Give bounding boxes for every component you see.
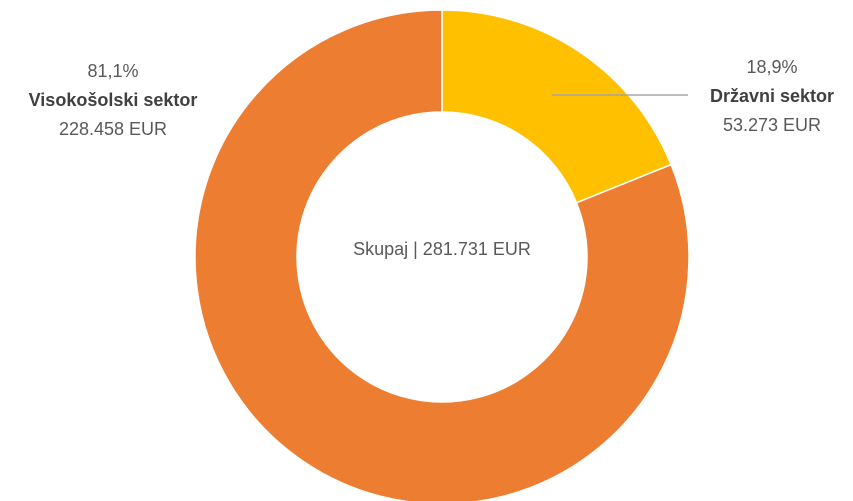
slice — [194, 9, 690, 501]
percent-label: 81,1% — [87, 61, 138, 81]
amount-label: 53.273 EUR — [723, 115, 821, 135]
center-label: Skupaj | 281.731 EUR — [353, 239, 531, 259]
category-label: Visokošolski sektor — [29, 90, 198, 110]
category-label: Državni sektor — [710, 86, 834, 106]
percent-label: 18,9% — [746, 57, 797, 77]
slice — [441, 9, 673, 204]
amount-label: 228.458 EUR — [59, 119, 167, 139]
slices — [194, 9, 690, 501]
